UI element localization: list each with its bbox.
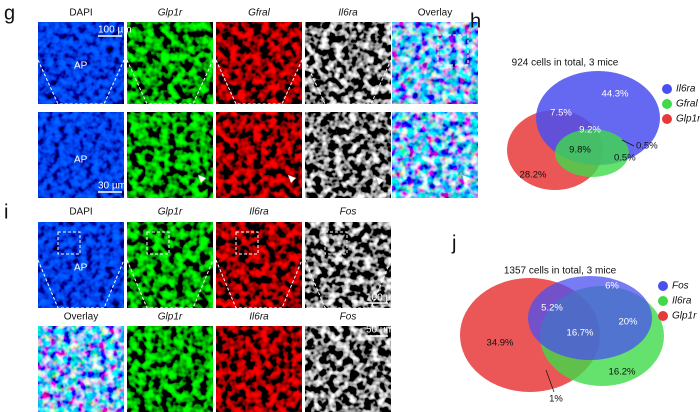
pointer [545, 369, 555, 393]
micrograph [216, 326, 302, 412]
micrograph [392, 22, 478, 104]
legend-swatch [662, 84, 672, 94]
column-header: Fos [340, 312, 357, 323]
boundary [215, 59, 303, 105]
venn-region: 9.2% [579, 125, 601, 136]
scale-label: 30 µm [98, 181, 126, 192]
venn-region: 1% [549, 394, 563, 405]
venn-set [528, 276, 652, 360]
legend-swatch [662, 99, 672, 109]
micrograph [127, 222, 213, 308]
panel-label: h [470, 10, 481, 32]
scale-label: 100 µm [98, 25, 132, 36]
roi-box [235, 231, 259, 255]
panel-label: i [4, 201, 8, 223]
venn-region: 0.5% [636, 141, 658, 152]
boundary [126, 59, 214, 105]
region-label: AP [74, 263, 88, 274]
micrograph [216, 222, 302, 308]
venn-region: 9.8% [569, 145, 591, 156]
scale-label: 100 µm [366, 293, 400, 304]
region-label: AP [74, 61, 88, 72]
micrograph [305, 112, 391, 198]
column-header: Gfral [248, 8, 270, 19]
venn-region: 16.2% [609, 367, 636, 378]
venn-region: 7.5% [550, 108, 572, 119]
boundary [37, 59, 125, 105]
column-header: Glp1r [158, 8, 183, 19]
column-header: Glp1r [158, 207, 183, 218]
venn-region: 16.7% [567, 328, 594, 339]
column-header: Fos [340, 207, 357, 218]
legend-label: Fos [672, 281, 689, 292]
roi-box [324, 231, 348, 255]
micrograph [38, 326, 124, 412]
venn-title: 1357 cells in total, 3 mice [504, 266, 617, 277]
legend-swatch [658, 311, 668, 321]
column-header: DAPI [69, 8, 92, 19]
column-header: Il6ra [249, 312, 269, 323]
venn-region: 5.2% [541, 303, 563, 314]
micrograph [38, 112, 124, 198]
boundary [215, 259, 303, 309]
arrowhead [288, 175, 296, 183]
panel-label: j [451, 232, 456, 254]
boundary [304, 59, 392, 105]
venn-region: 20% [618, 317, 638, 328]
venn-region: 6% [605, 281, 619, 292]
boundary [304, 259, 392, 309]
legend-label: Il6ra [676, 84, 696, 95]
legend-label: Gfral [676, 99, 698, 110]
venn-region: 28.2% [520, 170, 547, 181]
column-header: Overlay [418, 8, 452, 19]
arrowhead [462, 175, 470, 183]
region-label: AP [74, 155, 88, 166]
micrograph [305, 22, 391, 104]
micrograph [392, 112, 478, 198]
micrograph [127, 112, 213, 198]
legend-label: Il6ra [672, 296, 692, 307]
arrowhead [198, 175, 206, 183]
column-header: Il6ra [249, 207, 269, 218]
legend-swatch [658, 281, 668, 291]
column-header: Il6ra [338, 8, 358, 19]
scale-label: 50 µm [366, 325, 394, 336]
legend-label: Glp1r [672, 311, 697, 322]
micrograph [305, 326, 391, 412]
micrograph [216, 112, 302, 198]
legend-label: Glp1r [676, 114, 700, 125]
arrowhead [376, 177, 384, 185]
column-header: DAPI [69, 207, 92, 218]
column-header: Overlay [64, 312, 98, 323]
roi-box [57, 231, 81, 255]
roi-box [146, 231, 170, 255]
column-header: Glp1r [158, 312, 183, 323]
micrograph [127, 326, 213, 412]
legend-swatch [662, 114, 672, 124]
micrograph [216, 22, 302, 104]
venn-region: 0.5% [614, 153, 636, 164]
venn-region: 44.3% [602, 89, 629, 100]
venn-title: 924 cells in total, 3 mice [512, 58, 619, 69]
venn-region: 34.9% [487, 338, 514, 349]
legend-swatch [658, 296, 668, 306]
boundary [126, 259, 214, 309]
roi-box [437, 34, 469, 66]
venn-set [555, 129, 629, 177]
micrograph [127, 22, 213, 104]
boundary [37, 259, 125, 309]
pointer [621, 139, 635, 147]
panel-label: g [4, 2, 15, 24]
